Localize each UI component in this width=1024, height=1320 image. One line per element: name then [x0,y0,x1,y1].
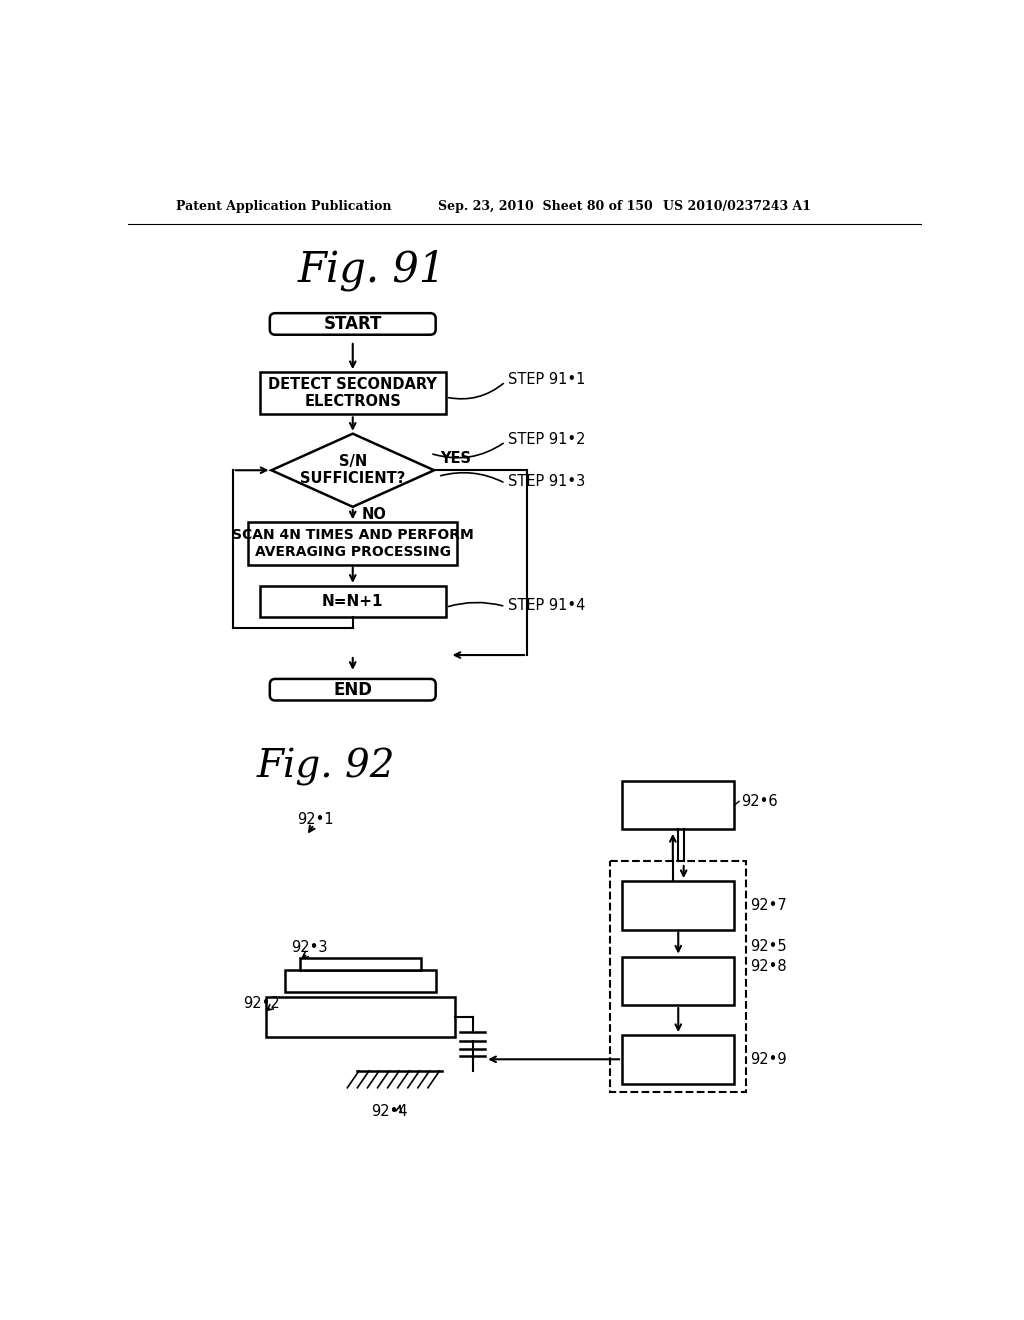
Bar [300,958,421,970]
Bar [260,372,445,414]
Bar [622,880,734,929]
Bar [610,861,746,1092]
Text: STEP 91•4: STEP 91•4 [508,598,585,612]
Text: S/N
SUFFICIENT?: S/N SUFFICIENT? [300,454,406,487]
Bar [622,1035,734,1084]
Text: 92•5: 92•5 [750,940,786,954]
Text: START: START [324,315,382,333]
Text: 92•6: 92•6 [740,793,777,809]
FancyBboxPatch shape [270,313,435,335]
Bar [622,781,734,829]
Bar [622,957,734,1005]
Bar [285,970,436,991]
Text: SCAN 4N TIMES AND PERFORM
AVERAGING PROCESSING: SCAN 4N TIMES AND PERFORM AVERAGING PROC… [231,528,474,558]
FancyBboxPatch shape [270,678,435,701]
Text: US 2010/0237243 A1: US 2010/0237243 A1 [663,199,811,213]
Bar [260,586,445,616]
Text: YES: YES [440,451,471,466]
Bar [265,997,456,1038]
Text: 92•4: 92•4 [371,1104,408,1119]
Text: 92•8: 92•8 [750,960,786,974]
Text: DETECT SECONDARY
ELECTRONS: DETECT SECONDARY ELECTRONS [268,378,437,409]
Text: 92•2: 92•2 [243,997,280,1011]
Text: Patent Application Publication: Patent Application Publication [176,199,391,213]
Polygon shape [271,434,434,507]
Text: STEP 91•3: STEP 91•3 [508,474,585,490]
Text: 92•7: 92•7 [750,898,786,913]
Text: 92•3: 92•3 [291,940,328,956]
Text: NO: NO [362,507,387,521]
Text: 92•9: 92•9 [750,1052,786,1067]
Text: N=N+1: N=N+1 [322,594,384,609]
Text: 92•1: 92•1 [297,812,334,826]
Text: Fig. 91: Fig. 91 [298,249,446,290]
Text: STEP 91•2: STEP 91•2 [508,432,586,447]
Text: Fig. 92: Fig. 92 [256,747,395,785]
Bar [248,523,458,565]
Text: STEP 91•1: STEP 91•1 [508,372,585,387]
Text: Sep. 23, 2010  Sheet 80 of 150: Sep. 23, 2010 Sheet 80 of 150 [438,199,652,213]
Text: END: END [333,681,373,698]
